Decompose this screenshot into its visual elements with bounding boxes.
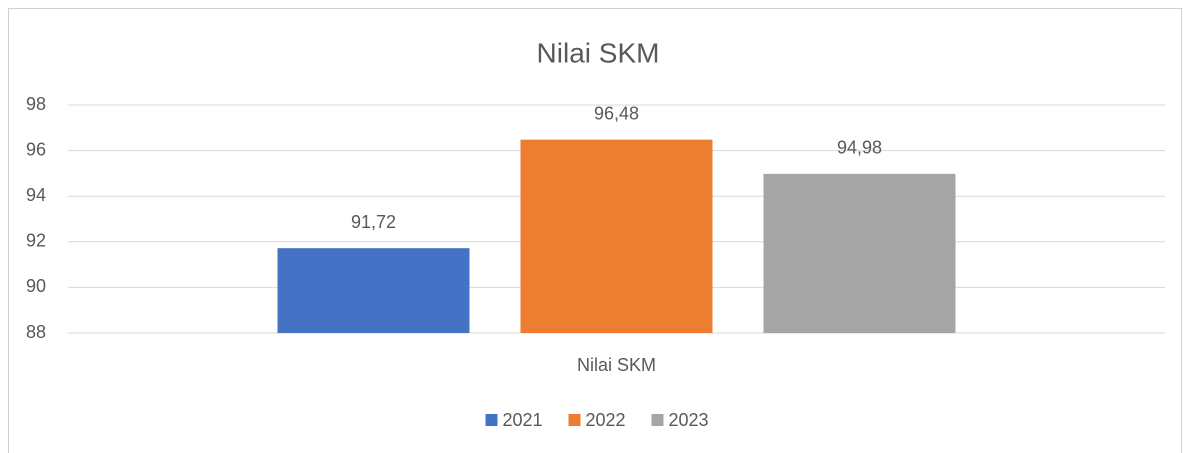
bar bbox=[763, 173, 956, 333]
legend-swatch bbox=[651, 414, 664, 426]
chart-title: Nilai SKM bbox=[537, 37, 660, 68]
bar bbox=[520, 139, 713, 333]
legend-label: 2023 bbox=[669, 410, 709, 430]
legend-swatch bbox=[485, 414, 498, 426]
y-tick-label: 94 bbox=[26, 185, 46, 205]
x-tick-label: Nilai SKM bbox=[577, 355, 656, 375]
value-label: 91,72 bbox=[351, 212, 396, 232]
y-tick-label: 96 bbox=[26, 139, 46, 159]
y-tick-label: 92 bbox=[26, 231, 46, 251]
value-label: 96,48 bbox=[594, 103, 639, 123]
legend-swatch bbox=[568, 414, 581, 426]
y-tick-label: 90 bbox=[26, 276, 46, 296]
legend-label: 2021 bbox=[503, 410, 543, 430]
value-label: 94,98 bbox=[837, 138, 882, 158]
legend-label: 2022 bbox=[586, 410, 626, 430]
y-tick-label: 98 bbox=[26, 94, 46, 114]
bar bbox=[277, 248, 470, 333]
y-tick-label: 88 bbox=[26, 322, 46, 342]
